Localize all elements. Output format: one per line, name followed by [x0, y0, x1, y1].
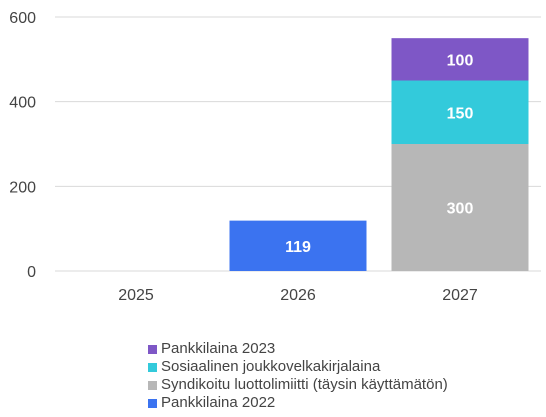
bar-segment: [391, 80, 529, 144]
x-tick-label: 2025: [118, 287, 154, 304]
bar-segment: [391, 144, 529, 271]
x-tick-label: 2026: [280, 287, 316, 304]
y-axis: 0 200 400 600: [9, 10, 36, 281]
legend-label: Pankkilaina 2023: [161, 340, 276, 357]
legend-label: Pankkilaina 2022: [161, 394, 276, 411]
y-tick-label: 0: [27, 264, 36, 281]
legend-swatch: [148, 344, 157, 354]
legend-label: Sosiaalinen joukkovelkakirjalaina: [161, 358, 381, 375]
legend: Pankkilaina 2023 Sosiaalinen joukkovelkak…: [148, 340, 448, 412]
bars: 119 300 150 100: [229, 38, 529, 271]
data-label: 100: [447, 52, 474, 69]
x-axis: 2025 2026 2027: [118, 287, 478, 304]
bar-segment: [391, 38, 529, 81]
legend-item: Syndikoitu luottolimiitti (täysin käyttä…: [148, 376, 448, 394]
x-tick-label: 2027: [442, 287, 478, 304]
legend-item: Sosiaalinen joukkovelkakirjalaina: [148, 358, 448, 376]
legend-label: Syndikoitu luottolimiitti (täysin käyttä…: [161, 376, 448, 393]
y-tick-label: 200: [9, 179, 36, 196]
bar-segment: [229, 220, 367, 271]
data-label: 300: [447, 201, 474, 218]
legend-item: Pankkilaina 2023: [148, 340, 448, 358]
legend-item: Pankkilaina 2022: [148, 394, 448, 412]
legend-swatch: [148, 362, 157, 372]
y-tick-label: 600: [9, 10, 36, 27]
legend-swatch: [148, 380, 157, 390]
data-label: 119: [285, 239, 311, 256]
data-label: 150: [447, 105, 474, 122]
legend-swatch: [148, 398, 157, 408]
y-tick-label: 400: [9, 95, 36, 112]
